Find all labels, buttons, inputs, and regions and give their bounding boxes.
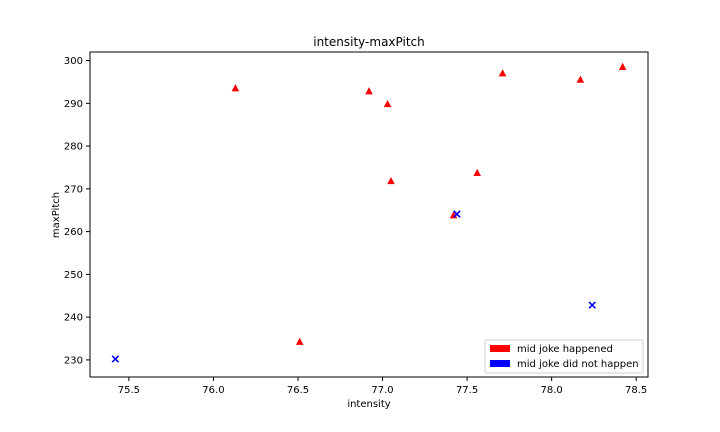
data-point-triangle: [498, 69, 507, 77]
data-point-triangle: [231, 84, 240, 92]
legend-swatch-mid-joke-did-not-happen: [490, 360, 510, 367]
data-point-triangle: [387, 176, 395, 185]
x-tick-label: 75.5: [118, 385, 140, 396]
x-tick-label: 77.0: [371, 385, 393, 396]
y-tick-label: 230: [64, 355, 83, 366]
x-tick-label: 78.5: [625, 385, 647, 396]
legend-label-mid-joke-happened: mid joke happened: [517, 344, 613, 355]
y-tick-label: 240: [64, 313, 83, 324]
x-axis: 75.5 76.0 76.5 77.0 77.5 78.0 78.5: [118, 377, 647, 396]
data-point-triangle: [576, 75, 585, 83]
y-axis: 230 240 250 260 270 280 290 300: [64, 56, 90, 366]
y-tick-label: 260: [64, 227, 83, 238]
data-point-x: [453, 210, 461, 218]
plot-area: [111, 62, 627, 363]
x-tick-label: 77.5: [456, 385, 478, 396]
data-point-triangle: [473, 168, 482, 177]
data-point-triangle: [365, 87, 373, 95]
x-tick-label: 76.0: [202, 385, 224, 396]
data-point-x: [111, 355, 120, 363]
legend-swatch-mid-joke-happened: [490, 345, 510, 352]
y-tick-label: 280: [64, 142, 83, 153]
legend-box: [484, 339, 644, 374]
axes-frame: [89, 51, 649, 378]
data-point-triangle: [618, 62, 627, 70]
y-tick-label: 270: [64, 184, 83, 195]
x-axis-label: intensity: [347, 399, 390, 410]
legend: mid joke happened mid joke did not happe…: [484, 339, 644, 374]
x-tick-label: 76.5: [287, 385, 309, 396]
chart-title: intensity-maxPitch: [313, 35, 425, 49]
y-tick-label: 250: [64, 270, 83, 281]
legend-label-mid-joke-did-not-happen: mid joke did not happen: [517, 359, 639, 370]
y-tick-label: 290: [64, 99, 83, 110]
x-tick-label: 78.0: [540, 385, 562, 396]
y-axis-label: maxPitch: [51, 192, 62, 238]
data-point-x: [588, 301, 596, 309]
y-tick-label: 300: [64, 56, 83, 67]
data-point-triangle: [295, 337, 304, 345]
data-point-triangle: [383, 99, 392, 108]
